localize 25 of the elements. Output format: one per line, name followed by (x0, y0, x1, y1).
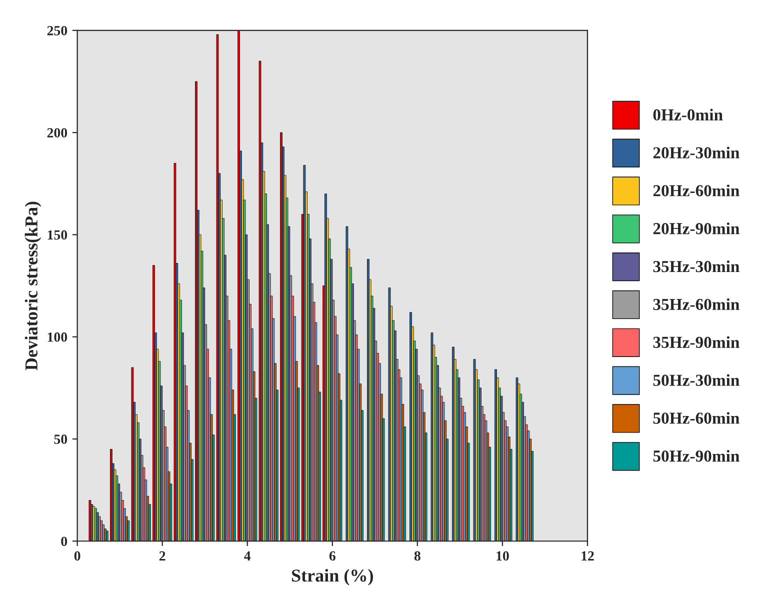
legend-label: 50Hz-30min (653, 374, 740, 386)
legend-label: 35Hz-90min (653, 336, 740, 348)
x-axis-title: Strain (%) (292, 568, 373, 586)
y-tick-label: 100 (48, 332, 68, 342)
x-tick-label: 10 (496, 551, 509, 561)
y-tick-label: 250 (47, 26, 68, 36)
legend-label: 35Hz-30min (653, 260, 740, 272)
legend-label: 50Hz-90min (653, 450, 740, 462)
x-tick-label: 0 (74, 551, 80, 561)
legend-label: 0Hz-0min (653, 108, 723, 121)
legend-label: 50Hz-60min (653, 412, 740, 424)
x-tick-label: 4 (244, 551, 251, 560)
y-tick-label: 0 (61, 536, 68, 546)
legend-label: 20Hz-30min (653, 146, 740, 158)
x-tick-label: 6 (329, 551, 336, 561)
legend-label: 35Hz-60min (653, 298, 740, 310)
y-tick-label: 50 (54, 434, 68, 444)
x-tick-label: 12 (582, 551, 594, 560)
legend-label: 20Hz-60min (653, 184, 740, 196)
y-tick-label: 150 (48, 230, 68, 240)
x-tick-label: 8 (414, 551, 420, 561)
legend-label: 20Hz-90min (653, 222, 740, 234)
y-axis-title: Deviatoric stress(kPa) (24, 202, 42, 370)
x-tick-label: 2 (159, 551, 166, 560)
y-tick-label: 200 (47, 128, 68, 138)
